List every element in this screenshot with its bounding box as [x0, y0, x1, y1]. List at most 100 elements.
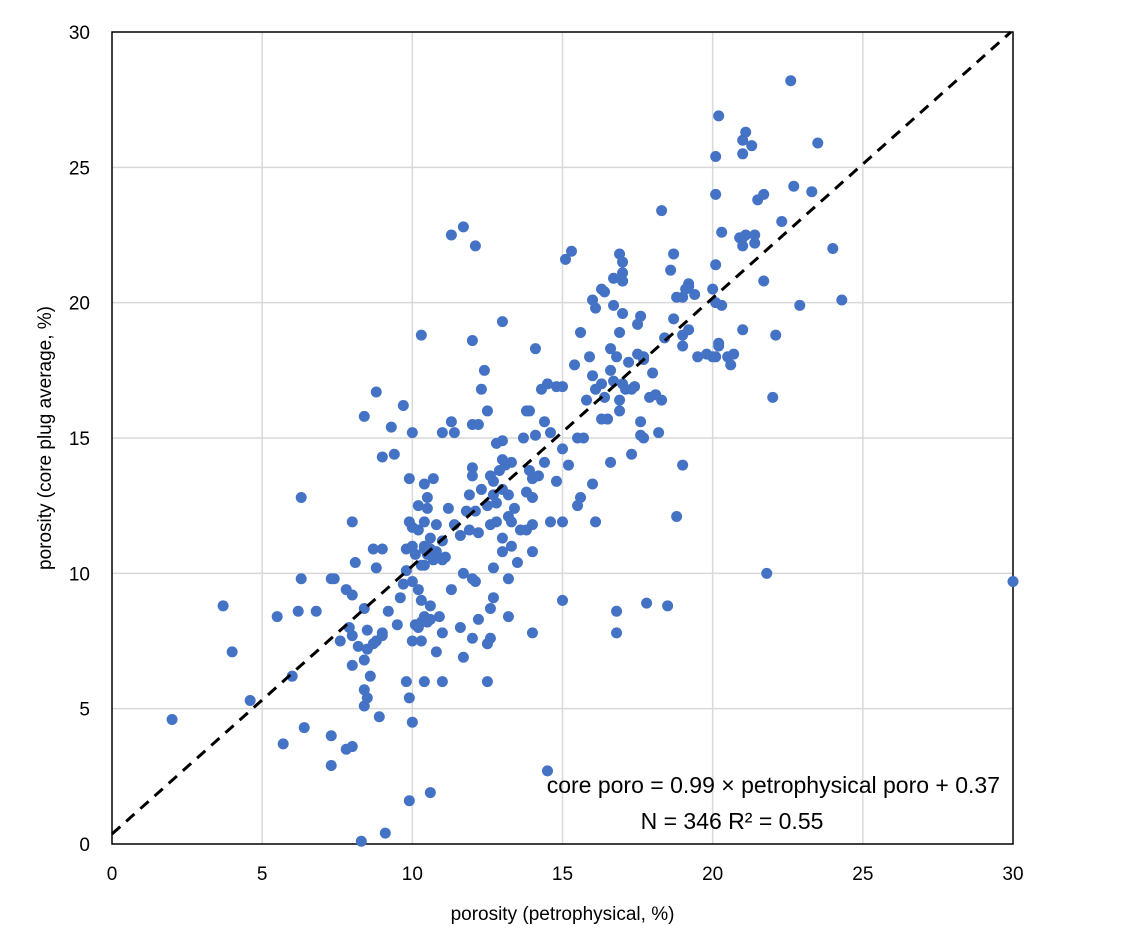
data-point	[683, 324, 695, 336]
data-point	[430, 546, 442, 558]
x-tick-label: 0	[107, 864, 118, 885]
data-points	[166, 75, 1019, 847]
data-point	[641, 597, 653, 609]
data-point	[635, 310, 647, 322]
data-point	[653, 427, 665, 439]
data-point	[403, 692, 415, 704]
data-point	[373, 711, 385, 723]
data-point	[445, 416, 457, 428]
data-point	[475, 483, 487, 495]
data-point	[472, 613, 484, 625]
data-point	[487, 592, 499, 604]
data-point	[578, 432, 590, 444]
data-point	[454, 621, 466, 633]
data-point	[710, 351, 722, 363]
data-point	[707, 283, 719, 295]
data-point	[668, 313, 680, 325]
data-point	[370, 386, 382, 398]
data-point	[575, 492, 587, 504]
data-point	[403, 473, 415, 485]
data-point	[737, 240, 749, 252]
data-point	[469, 240, 481, 252]
data-point	[557, 516, 568, 528]
data-point	[713, 337, 725, 349]
data-point	[749, 237, 761, 249]
data-point	[502, 489, 514, 501]
data-point	[761, 567, 773, 579]
stats-label: N = 346 R² = 0.55	[641, 808, 824, 834]
data-point	[295, 492, 307, 504]
data-point	[406, 427, 418, 439]
data-point	[710, 151, 722, 163]
data-point	[677, 459, 689, 471]
tick-labels: 0 5 10 15 20 25 30 0 5 10 15 20 25 30	[69, 23, 1024, 885]
data-point	[538, 416, 550, 428]
data-point	[526, 546, 538, 558]
data-point	[295, 573, 307, 585]
data-point	[505, 516, 517, 528]
y-tick-label: 30	[69, 23, 90, 44]
data-point	[361, 692, 373, 704]
data-point	[277, 738, 289, 750]
data-point	[418, 559, 430, 571]
data-point	[412, 584, 424, 596]
data-point	[611, 605, 623, 617]
data-point	[244, 695, 256, 707]
data-point	[590, 516, 602, 528]
data-point	[361, 624, 373, 636]
data-point	[740, 229, 752, 241]
x-tick-label: 5	[257, 864, 268, 885]
data-point	[442, 502, 454, 514]
data-point	[635, 416, 647, 428]
data-point	[746, 140, 758, 152]
data-point	[544, 516, 556, 528]
data-point	[418, 676, 430, 688]
data-point	[614, 394, 626, 406]
data-point	[439, 551, 451, 563]
data-point	[611, 627, 623, 639]
data-point	[325, 760, 337, 772]
data-point	[436, 676, 448, 688]
data-point	[526, 627, 538, 639]
data-point	[812, 137, 824, 149]
data-point	[770, 329, 782, 341]
data-point	[475, 383, 487, 395]
data-point	[457, 221, 469, 233]
data-point	[677, 340, 689, 352]
data-point	[566, 245, 578, 257]
data-point	[590, 302, 602, 314]
data-point	[466, 470, 478, 482]
y-tick-label: 25	[69, 158, 90, 179]
data-point	[376, 451, 388, 463]
data-point	[608, 272, 620, 284]
data-point	[529, 429, 541, 441]
data-point	[430, 519, 442, 531]
data-point	[346, 741, 358, 753]
data-point	[400, 565, 412, 577]
data-point	[740, 126, 752, 138]
x-axis-title: porosity (petrophysical, %)	[451, 904, 675, 925]
data-point	[490, 516, 502, 528]
x-tick-label: 30	[1002, 864, 1023, 885]
data-point	[355, 835, 367, 847]
data-point	[737, 148, 749, 160]
data-point	[466, 462, 478, 474]
data-point	[614, 326, 626, 338]
data-point	[385, 421, 397, 433]
data-point	[424, 613, 436, 625]
data-point	[457, 651, 469, 663]
data-point	[430, 646, 442, 658]
data-point	[671, 510, 683, 522]
data-point	[454, 529, 466, 541]
data-point	[602, 413, 614, 425]
data-point	[608, 299, 620, 311]
data-point	[623, 356, 635, 368]
data-point	[445, 229, 457, 241]
data-point	[391, 619, 403, 631]
data-point	[388, 448, 400, 460]
data-point	[448, 427, 460, 439]
data-point	[806, 186, 818, 198]
data-point	[508, 502, 520, 514]
x-tick-label: 20	[702, 864, 723, 885]
data-point	[310, 605, 322, 617]
